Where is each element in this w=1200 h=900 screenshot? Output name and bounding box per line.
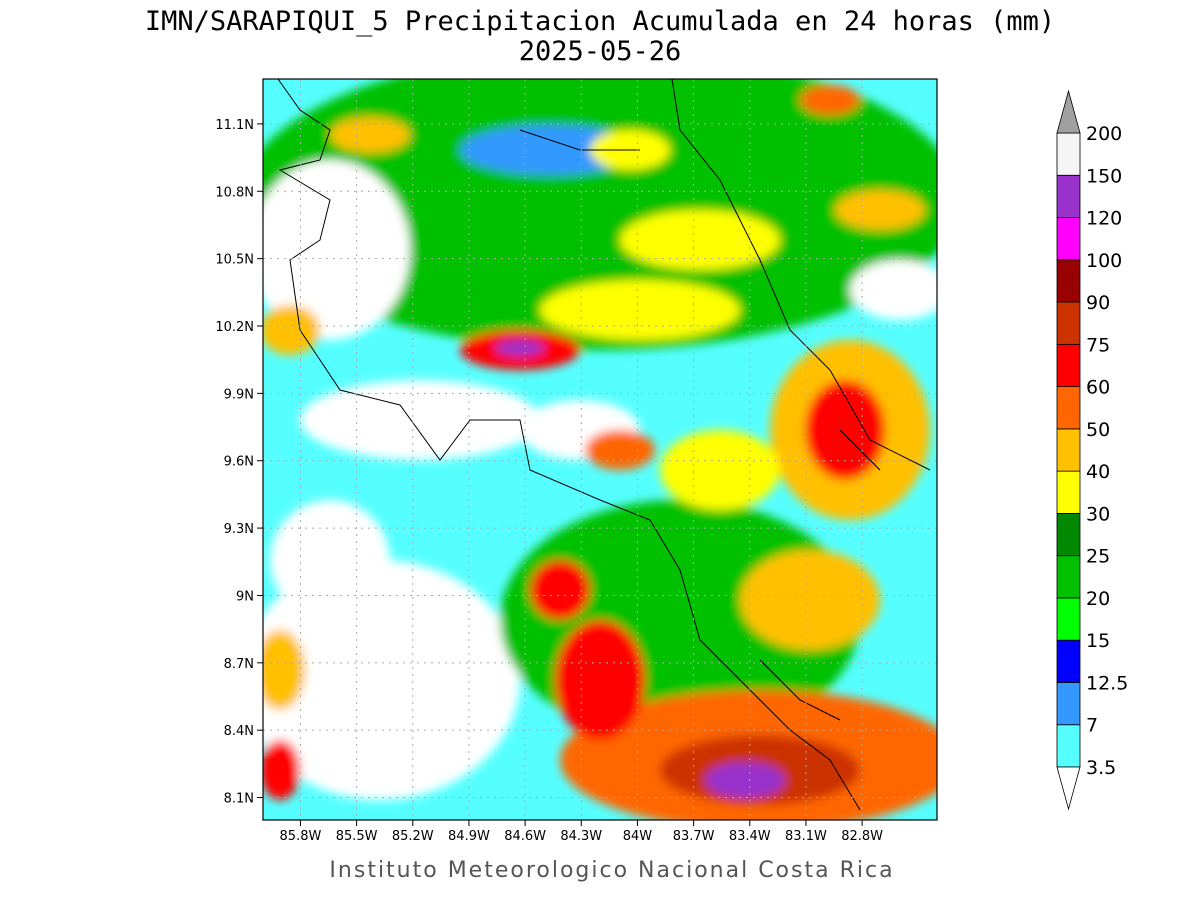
colorbar-label: 90 xyxy=(1086,292,1110,314)
x-tick-label: 83.4W xyxy=(729,829,771,844)
colorbar-label: 150 xyxy=(1086,165,1122,187)
colorbar-bin xyxy=(1056,639,1081,683)
colorbar-under xyxy=(1056,766,1081,811)
colorbar-bin xyxy=(1056,428,1081,472)
colorbar-bin xyxy=(1056,343,1081,388)
footer: Instituto Meteorologico Nacional Costa R… xyxy=(329,858,894,883)
x-tick-label: 83.1W xyxy=(785,829,827,844)
colorbar-label: 30 xyxy=(1086,503,1110,525)
colorbar-label: 60 xyxy=(1086,377,1110,399)
colorbar-label: 75 xyxy=(1086,334,1110,356)
colorbar-bin xyxy=(1056,555,1081,599)
y-tick-label: 8.7N xyxy=(224,657,254,672)
title: IMN/SARAPIQUI_5 Precipitacion Acumulada … xyxy=(145,6,1055,37)
colorbar-bin xyxy=(1056,682,1081,726)
colorbar-label: 12.5 xyxy=(1086,672,1128,694)
y-tick-label: 10.2N xyxy=(215,320,254,335)
colorbar-bin xyxy=(1056,174,1081,218)
y-tick-label: 8.1N xyxy=(224,792,254,807)
y-tick-label: 10.5N xyxy=(215,253,254,268)
colorbar-bin xyxy=(1056,470,1081,514)
colorbar-label: 7 xyxy=(1086,715,1098,737)
colorbar-label: 25 xyxy=(1086,546,1110,568)
colorbar-bin xyxy=(1056,597,1081,641)
colorbar-label: 120 xyxy=(1086,208,1122,230)
x-tick-label: 83.7W xyxy=(673,829,715,844)
x-tick-label: 82.8W xyxy=(841,829,883,844)
colorbar-label: 3.5 xyxy=(1086,757,1116,779)
colorbar-label: 100 xyxy=(1086,250,1122,272)
y-tick-label: 8.4N xyxy=(224,724,254,739)
grid xyxy=(263,79,937,820)
y-tick-label: 9.6N xyxy=(224,455,254,470)
y-tick-label: 10.8N xyxy=(215,185,254,200)
precip-field xyxy=(263,79,937,820)
x-tick-label: 84.9W xyxy=(448,829,490,844)
y-tick-label: 9.9N xyxy=(224,387,254,402)
colorbar-bin xyxy=(1056,301,1081,345)
colorbar: 3.5 7 12.5 15 20 25 30 40 50 60 75 90 100 120 150 200 xyxy=(1056,89,1128,811)
x-tick-label: 84.3W xyxy=(560,829,602,844)
ticks: 85.8W 85.5W 85.2W 84.9W 84.6W 84.3W 84W 83.7W 83… xyxy=(215,118,883,844)
y-tick-label: 11.1N xyxy=(215,118,254,133)
coastline xyxy=(277,79,931,811)
x-tick-label: 85.8W xyxy=(280,829,322,844)
x-tick-label: 85.5W xyxy=(336,829,378,844)
colorbar-bin xyxy=(1056,386,1081,430)
subtitle: 2025-05-26 xyxy=(519,36,682,67)
colorbar-label: 200 xyxy=(1086,123,1122,145)
y-tick-label: 9.3N xyxy=(224,522,254,537)
colorbar-label: 15 xyxy=(1086,630,1110,652)
colorbar-bin xyxy=(1056,724,1081,768)
x-tick-label: 85.2W xyxy=(392,829,434,844)
x-tick-label: 84.6W xyxy=(504,829,546,844)
y-tick-label: 9N xyxy=(236,589,254,604)
colorbar-over xyxy=(1056,89,1081,134)
colorbar-bin xyxy=(1056,259,1081,303)
colorbar-bin xyxy=(1056,132,1081,176)
colorbar-label: 40 xyxy=(1086,461,1110,483)
colorbar-bin xyxy=(1056,217,1081,261)
plot-frame xyxy=(262,78,938,821)
colorbar-label: 20 xyxy=(1086,588,1110,610)
x-tick-label: 84W xyxy=(623,829,653,844)
colorbar-bin xyxy=(1056,513,1081,557)
colorbar-label: 50 xyxy=(1086,419,1110,441)
